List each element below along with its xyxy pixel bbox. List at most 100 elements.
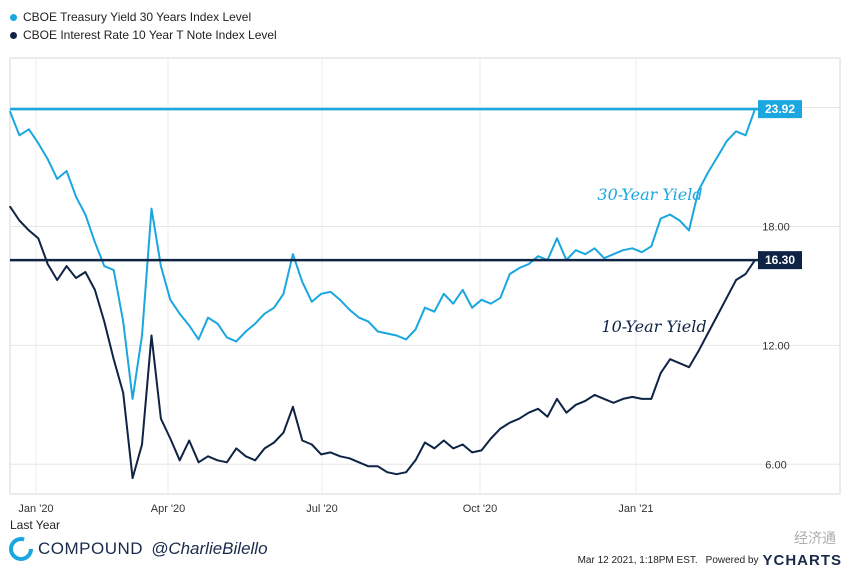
annotation-30y: 30-Year Yield <box>597 185 702 204</box>
data-point <box>575 249 577 252</box>
data-point <box>707 332 709 335</box>
grid-lines <box>10 58 840 494</box>
value-badge-label: 16.30 <box>765 253 795 267</box>
data-point <box>461 289 464 291</box>
timestamp: Mar 12 2021, 1:18PM EST. <box>577 555 698 566</box>
data-point <box>490 437 492 440</box>
data-point <box>207 316 209 319</box>
data-point <box>150 207 153 210</box>
series-line-30y <box>9 108 756 400</box>
data-point <box>414 459 417 462</box>
data-point <box>442 293 445 295</box>
legend-item-10y[interactable]: CBOE Interest Rate 10 Year T Note Index … <box>6 26 277 44</box>
data-point <box>499 297 502 299</box>
data-point <box>141 443 143 446</box>
data-point <box>292 253 294 255</box>
data-point <box>160 417 162 420</box>
x-tick-label: Oct '20 <box>463 503 498 515</box>
data-point <box>376 465 379 468</box>
data-point <box>273 306 275 309</box>
legend-dot-10y <box>10 31 17 39</box>
data-point <box>622 398 624 400</box>
data-point <box>527 263 530 265</box>
data-point <box>235 340 238 343</box>
data-point <box>56 178 58 180</box>
data-point <box>735 130 737 133</box>
data-point <box>339 298 341 301</box>
value-badge-30y <box>758 100 802 119</box>
powered-by: Powered by <box>705 555 759 566</box>
data-point <box>424 441 426 444</box>
data-point <box>546 415 549 418</box>
data-point <box>301 281 304 283</box>
data-point <box>339 455 341 458</box>
data-point <box>273 441 275 444</box>
data-point <box>584 400 587 402</box>
data-point <box>244 330 247 333</box>
data-point <box>169 298 172 301</box>
data-point <box>433 310 436 313</box>
data-point <box>725 297 728 299</box>
data-point <box>518 417 521 420</box>
data-point <box>122 392 124 394</box>
data-point <box>9 205 11 208</box>
data-point <box>735 279 737 281</box>
data-point <box>697 189 700 192</box>
data-point <box>131 398 134 400</box>
data-point <box>612 402 615 404</box>
annotations: 30-Year Yield 10-Year Yield <box>597 185 706 336</box>
value-badge-label: 23.92 <box>765 102 795 116</box>
compound-logo-icon <box>9 537 33 561</box>
data-point <box>282 293 285 295</box>
data-point <box>659 372 662 374</box>
data-point <box>584 253 587 255</box>
footer-credits: Mar 12 2021, 1:18PM EST. Powered by YCHA… <box>578 552 842 569</box>
data-point <box>688 366 690 368</box>
y-tick-label: 18.00 <box>762 221 790 233</box>
data-point <box>310 443 313 446</box>
data-point <box>46 158 49 160</box>
legend-dot-30y <box>10 13 17 21</box>
data-point <box>433 447 436 450</box>
data-point <box>367 320 370 323</box>
data-point <box>556 237 558 240</box>
data-point <box>358 461 360 464</box>
data-point <box>292 406 294 408</box>
data-point <box>84 271 87 273</box>
data-point <box>207 455 209 458</box>
data-point <box>405 338 407 341</box>
ycharts-logo[interactable]: YCHARTS <box>762 552 842 569</box>
data-point <box>452 447 455 450</box>
data-point <box>348 308 351 311</box>
brand-handle: @CharlieBilello <box>151 539 268 558</box>
data-point <box>471 451 473 454</box>
data-point <box>480 298 483 301</box>
data-point <box>131 477 134 479</box>
data-point <box>452 302 455 305</box>
data-point <box>216 322 219 325</box>
data-point <box>178 312 181 315</box>
annotation-10y: 10-Year Yield <box>601 317 706 336</box>
data-point <box>669 213 671 216</box>
data-point <box>612 253 615 255</box>
data-point <box>509 273 511 275</box>
data-point <box>641 251 643 254</box>
data-point <box>631 396 634 398</box>
data-point <box>537 255 539 257</box>
data-point <box>254 459 256 462</box>
legend-label-10y: CBOE Interest Rate 10 Year T Note Index … <box>23 28 277 42</box>
data-point <box>575 404 577 406</box>
data-point <box>254 322 256 325</box>
data-point <box>405 471 407 474</box>
data-point <box>386 471 389 474</box>
data-point <box>28 229 30 232</box>
plot-border <box>9 57 841 495</box>
data-point <box>499 427 502 430</box>
data-point <box>226 336 228 339</box>
data-point <box>537 407 539 410</box>
legend-item-30y[interactable]: CBOE Treasury Yield 30 Years Index Level <box>6 8 277 26</box>
data-point <box>282 431 285 434</box>
data-point <box>725 140 728 143</box>
data-point <box>150 334 153 337</box>
